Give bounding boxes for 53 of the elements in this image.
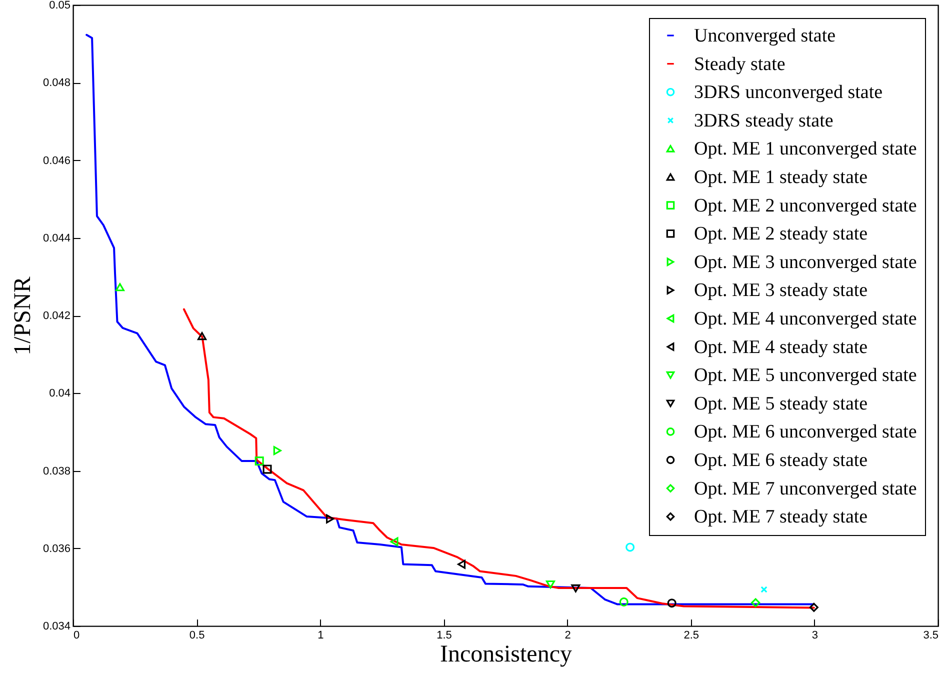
point [667, 598, 676, 608]
x-tick-label: 1 [318, 630, 324, 642]
point [262, 464, 272, 474]
point [571, 584, 580, 592]
point [458, 560, 466, 569]
point [254, 456, 264, 466]
x-tick-label: 0 [74, 630, 80, 642]
legend-label: Opt. ME 4 steady state [694, 336, 868, 358]
x-tick-label: 3 [812, 630, 818, 642]
point [390, 537, 398, 546]
legend-label: Unconverged state [694, 26, 836, 46]
x-tick-label: 2 [564, 630, 571, 642]
legend-label: Opt. ME 7 steady state [694, 506, 868, 528]
legend-label: Opt. ME 1 unconverged state [694, 138, 917, 160]
legend-label: Opt. ME 7 unconverged state [694, 478, 917, 500]
x-axis-title: Inconsistency [440, 642, 572, 668]
x-tick-label: 2.5 [684, 630, 700, 642]
y-tick-label: 0.046 [42, 154, 70, 167]
legend-label: 3DRS steady state [694, 110, 834, 132]
legend-label: 3DRS unconverged state [694, 82, 883, 104]
x-tick-label: 1.5 [436, 630, 452, 642]
point [626, 542, 635, 552]
point [273, 446, 282, 456]
point [619, 597, 628, 606]
legend-label: Opt. ME 6 unconverged state [694, 422, 917, 443]
point [198, 332, 207, 340]
legend-label: Opt. ME 2 steady state [694, 224, 868, 245]
y-tick-label: 0.04 [49, 388, 70, 400]
legend-label: Opt. ME 5 unconverged state [694, 365, 917, 386]
legend-label: Opt. ME 2 unconverged state [694, 195, 917, 216]
legend-label: Opt. ME 1 steady state [694, 167, 868, 188]
y-axis-title: 1/PSNR [10, 276, 36, 356]
x-tick-label: 0.5 [189, 630, 205, 642]
x-tick-label: 3.5 [923, 630, 938, 642]
legend-label: Opt. ME 5 steady state [694, 393, 868, 414]
legend-label: Opt. ME 4 unconverged state [694, 308, 917, 330]
point [326, 514, 334, 524]
point [809, 602, 818, 612]
legend-label: Steady state [694, 54, 786, 75]
y-tick-label: 0.05 [49, 0, 70, 12]
y-tick-label: 0.048 [42, 77, 70, 90]
point [115, 283, 124, 292]
y-tick-label: 0.036 [42, 542, 70, 555]
y-tick-label: 0.044 [42, 232, 70, 244]
legend-label: Opt. ME 6 steady state [694, 450, 868, 471]
y-tick-label: 0.034 [42, 620, 70, 632]
y-tick-label: 0.042 [42, 310, 70, 322]
point [546, 580, 555, 588]
legend-label: Opt. ME 3 unconverged state [694, 252, 917, 273]
legend-label: Opt. ME 3 steady state [694, 280, 868, 302]
point [751, 598, 760, 608]
y-tick-label: 0.038 [42, 465, 70, 478]
point [760, 586, 768, 593]
